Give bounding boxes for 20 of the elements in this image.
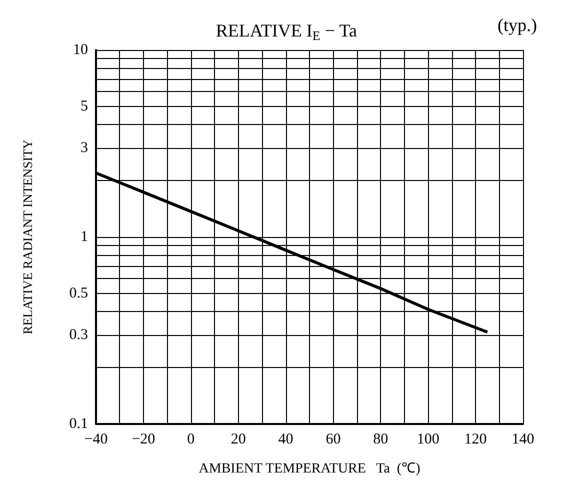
y-axis-title: RELATIVE RADIANT INTENSITY bbox=[20, 139, 35, 334]
x-tick-label: 120 bbox=[464, 432, 487, 448]
x-tick-label: 0 bbox=[187, 432, 195, 448]
y-tick-label: 0.5 bbox=[69, 285, 88, 302]
x-tick-label: 100 bbox=[416, 432, 440, 448]
x-tick-label: −20 bbox=[132, 432, 156, 448]
text: (typ.) bbox=[498, 15, 538, 35]
x-tick-label: 80 bbox=[373, 432, 388, 448]
y-tick-label: 5 bbox=[80, 98, 88, 114]
x-tick-label: 60 bbox=[326, 432, 341, 448]
y-tick-label: 0.1 bbox=[69, 416, 88, 432]
x-tick-label: 20 bbox=[230, 432, 246, 448]
y-tick-label: 10 bbox=[73, 42, 88, 58]
y-tick-label: 3 bbox=[80, 140, 88, 156]
y-tick-label: 1 bbox=[80, 229, 88, 245]
x-tick-label: −40 bbox=[84, 432, 108, 448]
x-tick-label: 140 bbox=[512, 432, 534, 448]
x-tick-label: 40 bbox=[278, 432, 294, 448]
x-axis-title: AMBIENT TEMPERATURE Ta (℃) bbox=[198, 462, 421, 476]
y-tick-label: 0.3 bbox=[69, 326, 88, 343]
